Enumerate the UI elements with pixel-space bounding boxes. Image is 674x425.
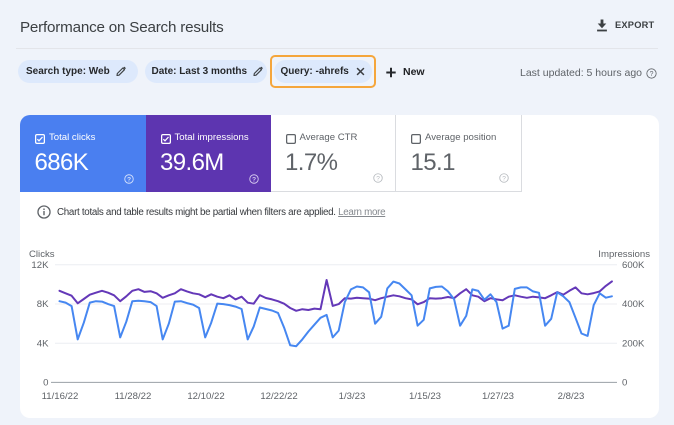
svg-text:12/10/22: 12/10/22 <box>187 391 224 402</box>
svg-text:0: 0 <box>622 378 627 389</box>
svg-text:?: ? <box>502 175 506 182</box>
svg-text:11/28/22: 11/28/22 <box>115 391 152 402</box>
svg-text:Impressions: Impressions <box>598 249 650 260</box>
svg-text:400K: 400K <box>622 299 645 310</box>
svg-text:11/16/22: 11/16/22 <box>42 391 79 402</box>
svg-text:Clicks: Clicks <box>29 249 55 260</box>
svg-text:600K: 600K <box>622 260 645 271</box>
svg-text:1/27/23: 1/27/23 <box>482 391 514 402</box>
svg-text:?: ? <box>376 175 380 182</box>
svg-text:?: ? <box>251 176 255 183</box>
svg-text:?: ? <box>126 176 130 183</box>
svg-text:200K: 200K <box>622 338 645 349</box>
svg-text:2/8/23: 2/8/23 <box>558 391 585 402</box>
svg-text:12/22/22: 12/22/22 <box>260 391 297 402</box>
svg-text:0: 0 <box>43 378 48 389</box>
svg-text:8K: 8K <box>37 299 49 310</box>
svg-text:12K: 12K <box>31 260 49 271</box>
svg-text:1/3/23: 1/3/23 <box>339 391 366 402</box>
svg-text:1/15/23: 1/15/23 <box>409 391 441 402</box>
svg-text:?: ? <box>650 71 654 78</box>
svg-text:4K: 4K <box>37 338 49 349</box>
